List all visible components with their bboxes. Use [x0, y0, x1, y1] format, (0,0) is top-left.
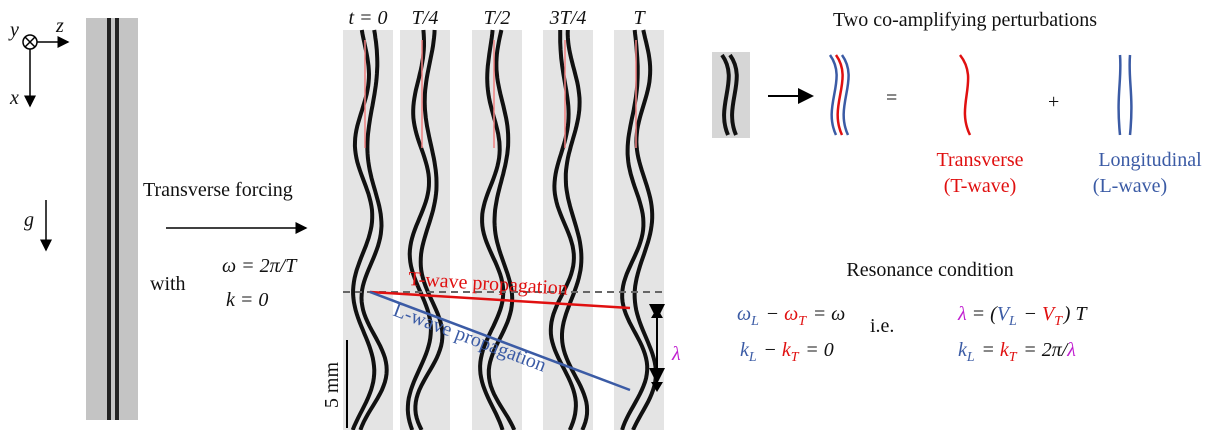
equation-subscript: L [748, 350, 757, 365]
equation-part: = 0 [800, 339, 834, 361]
forcing-title: Transverse forcing [143, 179, 293, 201]
lambda-label: λ [671, 343, 681, 365]
l-wave-abbr: (L-wave) [1093, 175, 1167, 197]
equation: kL − kT = 0 [740, 339, 834, 365]
t-wave-abbr: (T-wave) [944, 175, 1017, 197]
frame-label: T [633, 7, 646, 29]
equation-part: λ [957, 303, 967, 325]
equation: ωL − ωT = ω [737, 303, 845, 329]
frame-label: T/2 [484, 7, 511, 29]
equation-subscript: L [1008, 314, 1017, 329]
axis-y-symbol [25, 37, 35, 47]
equation-part: λ [1066, 339, 1076, 361]
equation-part: = ω [808, 303, 846, 325]
jet-edge [107, 18, 111, 420]
ie: i.e. [870, 315, 894, 337]
equation-part: ω [784, 303, 798, 325]
axis-label: x [9, 87, 19, 109]
jet-edge [115, 18, 119, 420]
equation-subscript: L [750, 314, 759, 329]
l-wave-shape [1119, 55, 1132, 135]
axis-label: y [8, 19, 19, 41]
equation-part: ) T [1063, 303, 1089, 325]
equation-part: = [976, 339, 1000, 361]
frame-label: t = 0 [348, 7, 387, 29]
plus: + [1048, 91, 1059, 113]
l-wave-name: Longitudinal [1098, 149, 1202, 171]
equation-part: = 2π/ [1018, 339, 1070, 361]
frame-label: 3T/4 [549, 7, 587, 29]
equation-part: ω [737, 303, 751, 325]
combined-wave [842, 55, 849, 135]
figure: y z x g Transverse forcing with ω = 2π/T… [0, 0, 1231, 430]
frame-label: T/4 [412, 7, 439, 29]
equation-part: − [1019, 303, 1043, 325]
t-wave-name: Transverse [936, 149, 1023, 171]
forcing-k: k = 0 [226, 289, 268, 311]
forcing-omega: ω = 2π/T [222, 255, 298, 277]
scale-label: 5 mm [321, 362, 343, 409]
equals: = [886, 87, 897, 109]
t-wave-shape [960, 55, 970, 135]
perturbations-title: Two co-amplifying perturbations [833, 9, 1097, 31]
equation-subscript: L [966, 350, 975, 365]
equation-part: − [758, 339, 782, 361]
equation-part: = ( [967, 303, 998, 325]
axis-label: z [55, 15, 64, 37]
gravity-label: g [24, 209, 34, 231]
equation: kL = kT = 2π/λ [958, 339, 1076, 365]
resonance-title: Resonance condition [846, 259, 1013, 281]
equation: λ = (VL − VT ) T [957, 303, 1088, 329]
jet-image [86, 18, 138, 420]
forcing-text: with [150, 273, 186, 295]
equation-part: − [761, 303, 785, 325]
